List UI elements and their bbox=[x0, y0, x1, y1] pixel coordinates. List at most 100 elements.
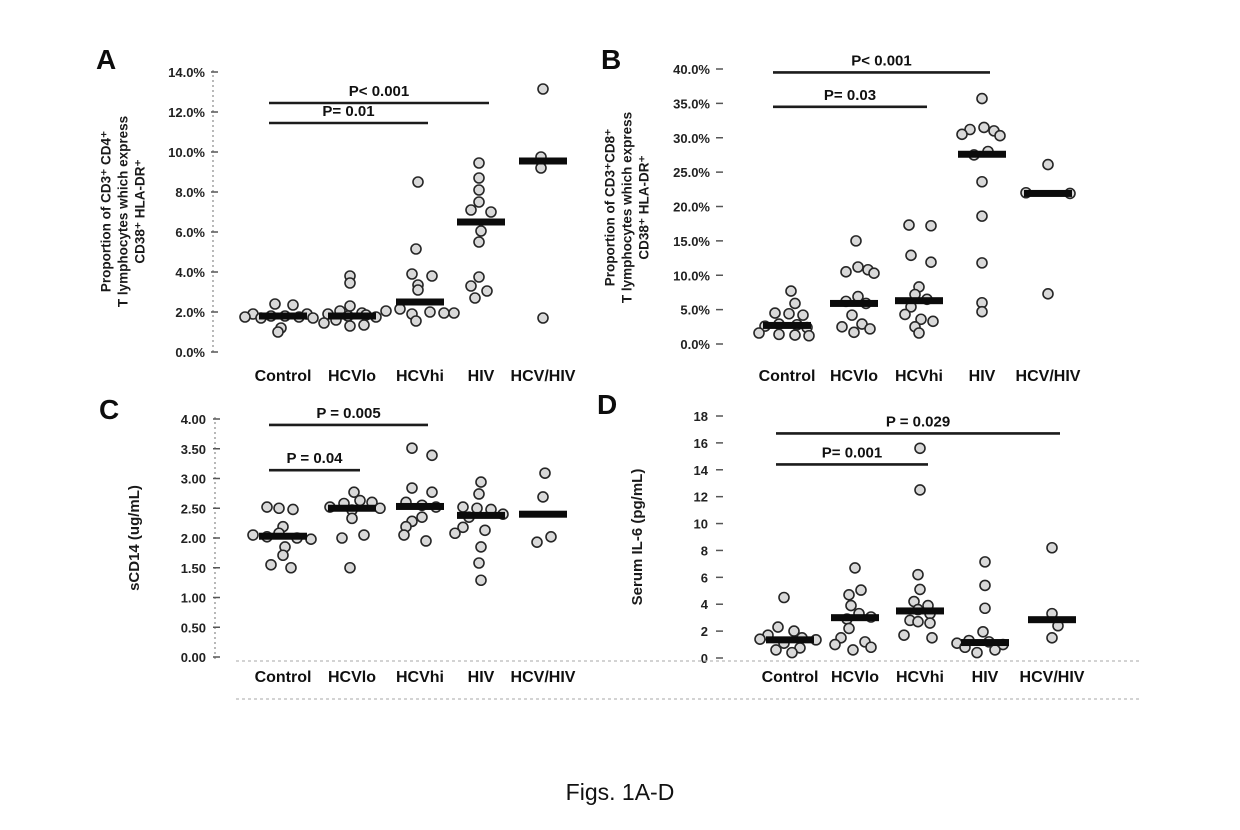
p-value-label: P = 0.029 bbox=[886, 413, 950, 430]
median-bar bbox=[519, 510, 567, 518]
median-bar bbox=[259, 532, 307, 540]
data-point bbox=[849, 562, 861, 574]
data-point bbox=[424, 306, 436, 318]
data-point bbox=[971, 646, 983, 659]
data-point bbox=[912, 568, 924, 581]
data-point bbox=[924, 617, 936, 629]
data-point bbox=[914, 442, 926, 455]
data-point bbox=[914, 484, 926, 496]
x-category-label: HCVhi bbox=[895, 368, 943, 385]
y-tick-label: 0 bbox=[701, 651, 708, 666]
y-tick-label: 10.0% bbox=[168, 145, 205, 160]
data-point bbox=[318, 317, 330, 329]
data-point bbox=[531, 536, 543, 548]
median-bar bbox=[766, 636, 814, 644]
x-category-label: Control bbox=[762, 669, 819, 686]
data-point bbox=[829, 638, 841, 651]
data-point bbox=[836, 321, 848, 333]
median-bar bbox=[396, 502, 444, 510]
x-category-label: HCVhi bbox=[396, 368, 444, 385]
p-value-label: P = 0.04 bbox=[286, 450, 343, 467]
panel-a-letter: A bbox=[96, 44, 117, 75]
median-bar bbox=[895, 297, 943, 305]
y-tick-label: 20.0% bbox=[673, 200, 710, 215]
y-tick-label: 2.50 bbox=[181, 501, 206, 516]
x-category-label: HCVlo bbox=[328, 669, 376, 686]
x-category-label: Control bbox=[255, 368, 312, 385]
data-point bbox=[273, 502, 285, 515]
median-bar bbox=[1028, 616, 1076, 624]
data-point bbox=[481, 285, 493, 297]
data-point bbox=[979, 602, 991, 615]
median-bar bbox=[259, 312, 307, 320]
x-category-label: Control bbox=[255, 669, 312, 686]
data-point bbox=[307, 312, 319, 324]
data-point bbox=[473, 236, 485, 248]
median-bar bbox=[830, 299, 878, 307]
y-tick-label: 30.0% bbox=[673, 131, 710, 146]
data-point bbox=[785, 285, 797, 297]
y-tick-label: 15.0% bbox=[673, 234, 710, 249]
data-point bbox=[475, 476, 487, 488]
y-tick-label: 8 bbox=[701, 543, 708, 558]
data-point bbox=[358, 529, 370, 541]
data-point bbox=[239, 311, 251, 323]
y-tick-label: 0.0% bbox=[680, 337, 710, 352]
data-point bbox=[783, 307, 795, 320]
x-category-label: HCVlo bbox=[830, 368, 878, 385]
data-point bbox=[272, 326, 284, 338]
data-point bbox=[855, 584, 867, 596]
data-point bbox=[976, 92, 988, 105]
panel-c-letter: C bbox=[99, 394, 120, 425]
data-point bbox=[410, 243, 422, 255]
data-point bbox=[754, 633, 766, 645]
data-point bbox=[925, 256, 937, 268]
data-point bbox=[473, 271, 485, 283]
median-bar bbox=[328, 312, 376, 320]
data-point bbox=[475, 574, 487, 587]
data-point bbox=[344, 320, 356, 332]
y-tick-label: 3.00 bbox=[181, 472, 206, 487]
data-point bbox=[426, 449, 438, 462]
data-point bbox=[344, 300, 356, 312]
data-point bbox=[465, 280, 477, 292]
y-tick-label: 6 bbox=[701, 570, 708, 585]
data-point bbox=[410, 315, 422, 327]
y-tick-label: 35.0% bbox=[673, 96, 710, 111]
data-point bbox=[989, 644, 1001, 656]
y-tick-label: 12.0% bbox=[168, 105, 205, 120]
x-category-label: HCVhi bbox=[896, 669, 944, 686]
data-point bbox=[457, 521, 469, 534]
y-tick-label: 4.0% bbox=[175, 265, 205, 280]
data-point bbox=[850, 235, 862, 247]
data-point bbox=[426, 486, 438, 498]
data-point bbox=[412, 284, 424, 296]
data-point bbox=[469, 292, 481, 304]
data-point bbox=[925, 219, 937, 232]
data-point bbox=[475, 541, 487, 553]
y-tick-label: 16 bbox=[694, 436, 708, 451]
data-point bbox=[537, 491, 549, 503]
data-point bbox=[261, 501, 273, 513]
data-point bbox=[479, 524, 491, 537]
data-point bbox=[358, 319, 370, 331]
data-point bbox=[769, 307, 781, 319]
data-point bbox=[770, 644, 782, 656]
data-point bbox=[1046, 541, 1058, 554]
y-tick-label: 3.50 bbox=[181, 442, 206, 457]
y-tick-label: 2.00 bbox=[181, 531, 206, 546]
data-point bbox=[976, 305, 988, 318]
y-tick-label: 5.0% bbox=[680, 303, 710, 318]
data-point bbox=[979, 556, 991, 568]
y-tick-label: 18 bbox=[694, 409, 708, 424]
x-category-label: HCV/HIV bbox=[511, 368, 576, 385]
x-category-label: HCV/HIV bbox=[1020, 669, 1085, 686]
data-point bbox=[868, 267, 880, 279]
data-point bbox=[903, 219, 915, 231]
data-point bbox=[845, 599, 857, 612]
y-tick-label: 4 bbox=[701, 597, 709, 612]
data-point bbox=[537, 83, 549, 95]
data-point bbox=[803, 329, 815, 342]
data-point bbox=[1042, 288, 1054, 300]
median-bar bbox=[519, 157, 567, 165]
